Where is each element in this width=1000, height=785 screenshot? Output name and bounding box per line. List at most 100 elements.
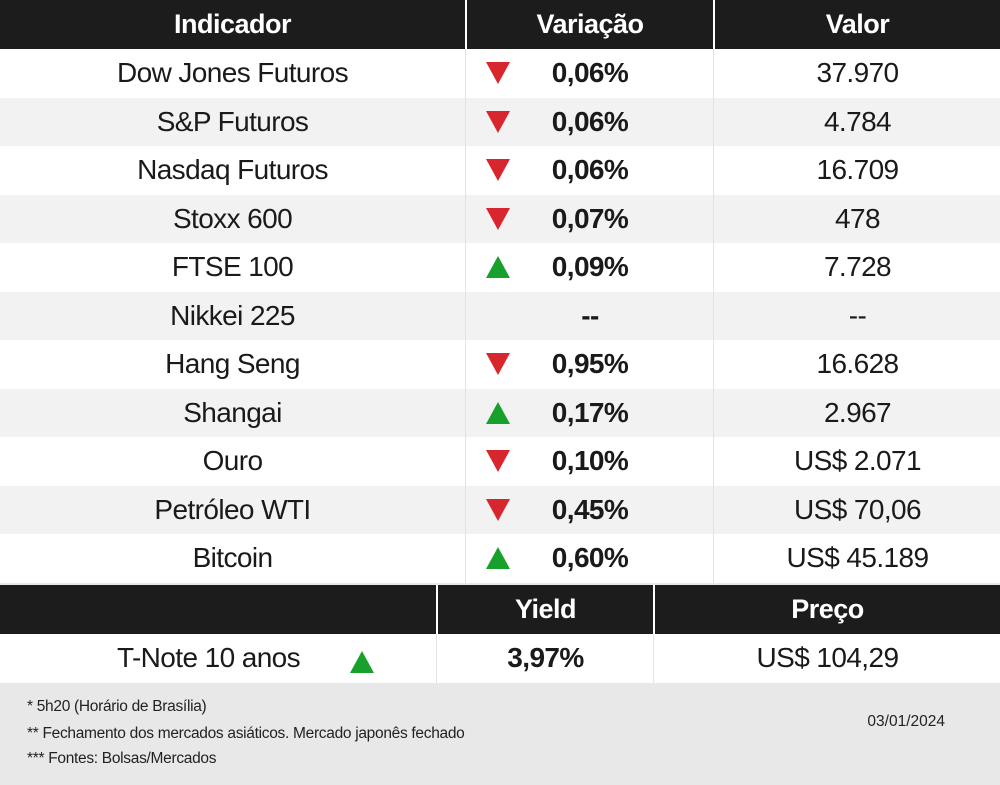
change-value: 0,60% [551, 542, 629, 574]
indicator-value: 2.967 [823, 396, 892, 428]
header-bond-blank [0, 585, 436, 634]
up-arrow-icon [486, 256, 510, 278]
column-divider [713, 291, 714, 340]
indicator-value: 7.728 [823, 251, 892, 283]
column-divider [465, 388, 466, 437]
indicator-name: Hang Seng [165, 348, 300, 380]
bond-yield: 3,97% [507, 642, 584, 674]
table-row: FTSE 100 0,09% 7.728 [0, 243, 1000, 292]
footer: * 5h20 (Horário de Brasília) ** Fechamen… [0, 683, 1000, 785]
column-divider [465, 485, 466, 534]
header-divider [653, 585, 655, 634]
change-value: -- [581, 299, 599, 331]
indicator-value: US$ 70,06 [794, 493, 922, 525]
header-indicator: Indicador [173, 9, 292, 39]
table-row: Stoxx 600 0,07% 478 [0, 194, 1000, 243]
column-divider [465, 437, 466, 486]
indicator-value: US$ 2.071 [794, 445, 922, 477]
bond-price: US$ 104,29 [756, 642, 899, 674]
table-row: Hang Seng 0,95% 16.628 [0, 340, 1000, 389]
indicator-value: 16.628 [816, 348, 899, 380]
footnote: *** Fontes: Bolsas/Mercados [27, 750, 217, 767]
column-divider [713, 340, 714, 389]
table-row: Nikkei 225 -- -- [0, 291, 1000, 340]
change-value: 0,06% [551, 154, 629, 186]
column-divider [465, 146, 466, 195]
change-value: 0,45% [551, 493, 629, 525]
indicator-name: Petróleo WTI [154, 493, 311, 525]
header-value: Valor [825, 9, 890, 39]
column-divider [713, 437, 714, 486]
up-arrow-icon [486, 401, 510, 424]
change-value: 0,06% [551, 105, 629, 137]
indicator-value: 478 [835, 202, 881, 234]
indicator-value: 37.970 [816, 57, 899, 89]
column-divider [713, 243, 714, 292]
bond-table-header: Yield Preço [0, 585, 1000, 634]
column-divider [713, 194, 714, 243]
indicator-value: -- [848, 299, 867, 331]
indicator-value: US$ 45.189 [786, 542, 929, 574]
table-row: T-Note 10 anos 3,97% US$ 104,29 [0, 634, 1000, 683]
indicator-name: Ouro [202, 445, 263, 477]
change-value: 0,17% [551, 396, 629, 428]
column-divider [713, 534, 714, 583]
indicator-name: Nikkei 225 [170, 299, 295, 331]
indicator-value: 4.784 [823, 105, 892, 137]
indicator-name: Stoxx 600 [172, 202, 293, 234]
down-arrow-icon [486, 207, 510, 230]
table-header: Indicador Variação Valor [0, 0, 1000, 49]
table-row: Nasdaq Futuros 0,06% 16.709 [0, 146, 1000, 195]
column-divider [465, 534, 466, 583]
up-arrow-icon [350, 651, 374, 673]
indicator-name: Dow Jones Futuros [116, 57, 349, 89]
header-yield: Yield [514, 594, 577, 624]
header-divider [713, 0, 715, 49]
change-value: 0,10% [551, 445, 629, 477]
down-arrow-icon [486, 353, 510, 375]
down-arrow-icon [486, 450, 510, 472]
down-arrow-icon [486, 62, 510, 84]
header-divider [465, 0, 467, 49]
column-divider [465, 194, 466, 243]
footnote: * 5h20 (Horário de Brasília) [27, 698, 207, 715]
indicator-name: Nasdaq Futuros [137, 154, 328, 186]
bond-name: T-Note 10 anos [117, 642, 301, 674]
change-value: 0,06% [551, 57, 629, 89]
header-price: Preço [791, 594, 864, 624]
column-divider [465, 340, 466, 389]
indicator-name: FTSE 100 [171, 251, 294, 283]
change-value: 0,09% [551, 251, 629, 283]
indicator-value: 16.709 [816, 154, 899, 186]
column-divider [713, 49, 714, 98]
column-divider [713, 146, 714, 195]
indicator-name: Bitcoin [192, 542, 273, 574]
table-row: Bitcoin 0,60% US$ 45.189 [0, 534, 1000, 583]
table-row: Ouro 0,10% US$ 2.071 [0, 437, 1000, 486]
change-value: 0,07% [551, 202, 629, 234]
table-row: Dow Jones Futuros 0,06% 37.970 [0, 49, 1000, 98]
down-arrow-icon [486, 498, 510, 521]
column-divider [465, 49, 466, 98]
column-divider [713, 388, 714, 437]
header-divider [436, 585, 438, 634]
footnote: ** Fechamento dos mercados asiáticos. Me… [27, 725, 465, 742]
header-change: Variação [536, 9, 644, 39]
date-label: 03/01/2024 [867, 713, 945, 730]
table-row: Petróleo WTI 0,45% US$ 70,06 [0, 485, 1000, 534]
down-arrow-icon [486, 159, 510, 181]
indicator-name: Shangai [183, 396, 282, 428]
column-divider [653, 634, 654, 683]
down-arrow-icon [486, 110, 510, 133]
column-divider [436, 634, 437, 683]
column-divider [713, 97, 714, 146]
indicator-name: S&P Futuros [156, 105, 309, 137]
change-value: 0,95% [551, 348, 629, 380]
table-row: S&P Futuros 0,06% 4.784 [0, 97, 1000, 146]
column-divider [465, 291, 466, 340]
column-divider [465, 243, 466, 292]
up-arrow-icon [486, 547, 510, 569]
column-divider [465, 97, 466, 146]
column-divider [713, 485, 714, 534]
table-row: Shangai 0,17% 2.967 [0, 388, 1000, 437]
